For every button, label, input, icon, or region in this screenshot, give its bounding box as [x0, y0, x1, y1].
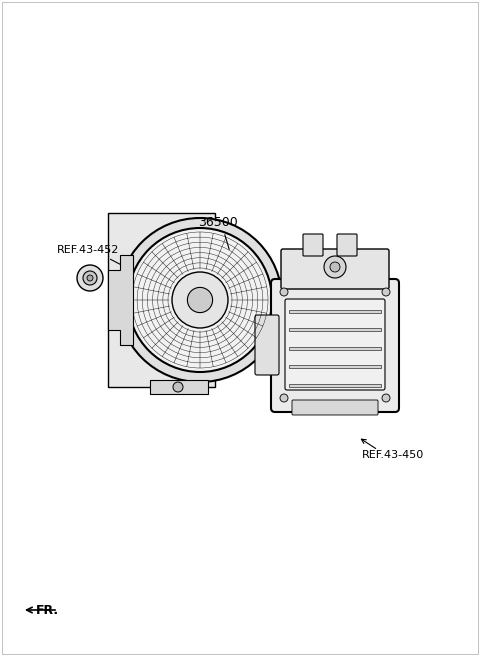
FancyBboxPatch shape	[281, 249, 389, 289]
Circle shape	[87, 275, 93, 281]
Text: REF.43-450: REF.43-450	[362, 450, 424, 460]
Circle shape	[330, 262, 340, 272]
Circle shape	[77, 265, 103, 291]
Circle shape	[172, 272, 228, 328]
Circle shape	[324, 256, 346, 278]
FancyBboxPatch shape	[337, 234, 357, 256]
Bar	[289, 310, 381, 312]
Circle shape	[280, 394, 288, 402]
FancyBboxPatch shape	[271, 279, 399, 412]
Circle shape	[187, 287, 213, 313]
FancyBboxPatch shape	[285, 299, 385, 390]
Text: FR.: FR.	[36, 604, 59, 617]
Bar	[289, 328, 381, 331]
Text: REF.43-452: REF.43-452	[57, 245, 119, 255]
Circle shape	[128, 228, 272, 372]
Circle shape	[280, 288, 288, 296]
FancyBboxPatch shape	[292, 400, 378, 415]
FancyBboxPatch shape	[255, 315, 279, 375]
Circle shape	[382, 288, 390, 296]
Circle shape	[382, 394, 390, 402]
Circle shape	[118, 218, 282, 382]
FancyBboxPatch shape	[303, 234, 323, 256]
Bar	[289, 365, 381, 368]
Polygon shape	[108, 213, 215, 387]
Polygon shape	[108, 255, 133, 345]
Circle shape	[83, 271, 97, 285]
Text: 36500: 36500	[198, 216, 238, 228]
Polygon shape	[150, 380, 208, 394]
Circle shape	[173, 382, 183, 392]
Bar	[289, 346, 381, 350]
Bar	[289, 384, 381, 386]
